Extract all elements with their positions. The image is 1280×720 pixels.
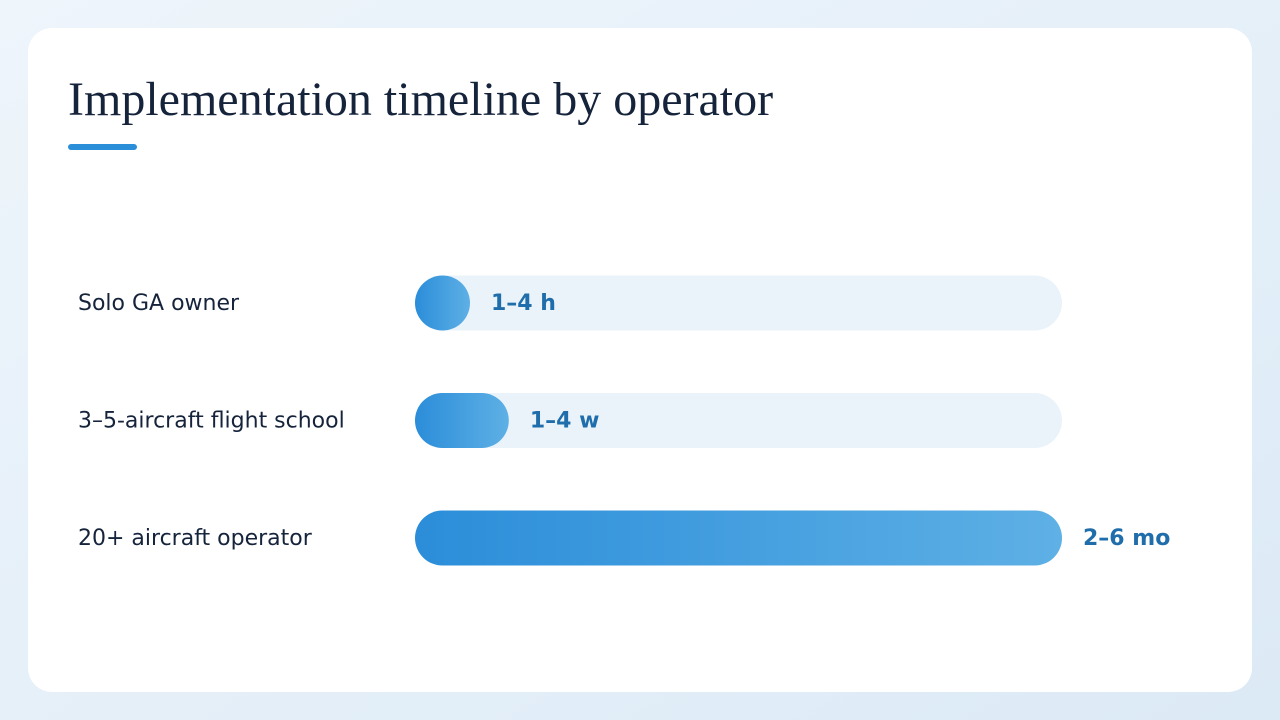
title: Implementation timeline by operator <box>68 73 773 126</box>
title-accent <box>68 144 137 150</box>
track <box>415 393 1062 448</box>
bar <box>415 510 1062 566</box>
rows: Solo GA owner 1–4 h 3–5-aircraft flight sc… <box>78 275 1170 566</box>
row-label: 3–5-aircraft flight school <box>78 409 345 434</box>
row-label: 20+ aircraft operator <box>78 526 313 551</box>
card <box>28 28 1252 692</box>
row-label: Solo GA owner <box>78 291 240 316</box>
bar <box>415 393 509 448</box>
duration-label: 1–4 h <box>491 291 556 316</box>
bar <box>415 275 470 331</box>
track <box>415 275 1062 331</box>
duration-label: 2–6 mo <box>1083 526 1170 551</box>
duration-label: 1–4 w <box>530 409 600 434</box>
